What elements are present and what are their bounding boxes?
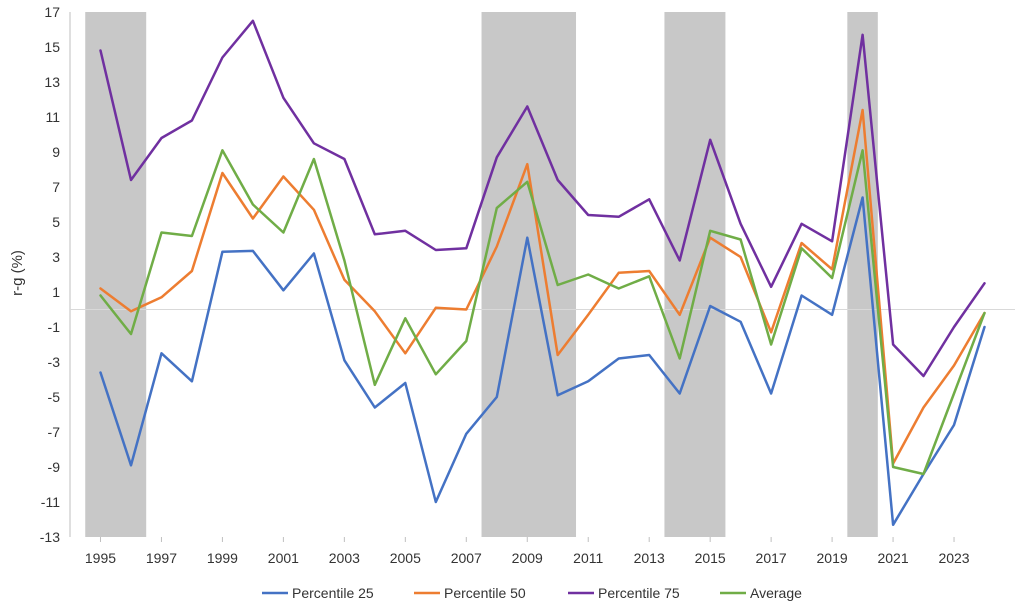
y-tick-label: -13 [40, 529, 60, 545]
y-tick-label: -5 [48, 389, 61, 405]
y-tick-label: 11 [45, 109, 60, 125]
x-tick-label: 2009 [512, 550, 543, 566]
x-tick-label: 1995 [85, 550, 116, 566]
series-line-average [99, 149, 986, 476]
x-tick-label: 2017 [756, 550, 787, 566]
recession-band-2 [481, 12, 577, 537]
x-tick-label: 1999 [207, 550, 238, 566]
y-tick-label: 9 [52, 144, 60, 160]
series-line-percentile-50 [99, 108, 986, 465]
y-tick-label: 1 [52, 284, 60, 300]
x-tick-label: 2001 [268, 550, 299, 566]
x-axis-ticks: 1995 1997 1999 2001 2003 2005 2007 2009 2011 2013… [85, 537, 970, 566]
legend-label-percentile-50: Percentile 50 [444, 585, 526, 601]
legend-label-percentile-75: Percentile 75 [598, 585, 680, 601]
legend-label-percentile-25: Percentile 25 [292, 585, 374, 601]
recession-bands [85, 12, 878, 537]
y-tick-label: -1 [48, 319, 61, 335]
recession-band-1 [85, 12, 147, 537]
legend: Percentile 25 Percentile 50 Percentile 75 A… [262, 585, 802, 601]
series-line-percentile-25 [99, 196, 986, 527]
y-tick-label: 5 [52, 214, 60, 230]
x-tick-label: 2023 [938, 550, 969, 566]
y-tick-label: 15 [44, 39, 60, 55]
recession-band-4 [847, 12, 878, 537]
y-tick-label: 17 [44, 4, 60, 20]
series-line-percentile-75 [99, 19, 986, 378]
y-tick-label: 3 [52, 249, 60, 265]
y-tick-label: -9 [48, 459, 61, 475]
x-tick-label: 2021 [877, 550, 908, 566]
series-lines [99, 19, 986, 527]
x-tick-label: 2003 [329, 550, 360, 566]
x-tick-label: 1997 [146, 550, 177, 566]
x-tick-label: 2011 [573, 550, 603, 566]
y-axis-title: r-g (%) [9, 250, 26, 296]
y-tick-label: 7 [52, 179, 60, 195]
y-tick-label: -11 [41, 494, 60, 510]
x-tick-label: 2015 [695, 550, 726, 566]
x-tick-label: 2005 [390, 550, 421, 566]
x-tick-label: 2007 [451, 550, 482, 566]
y-tick-label: 13 [44, 74, 60, 90]
x-tick-label: 2019 [817, 550, 848, 566]
x-tick-label: 2013 [634, 550, 665, 566]
y-tick-label: -3 [48, 354, 61, 370]
legend-label-average: Average [750, 585, 802, 601]
y-tick-label: -7 [48, 424, 61, 440]
